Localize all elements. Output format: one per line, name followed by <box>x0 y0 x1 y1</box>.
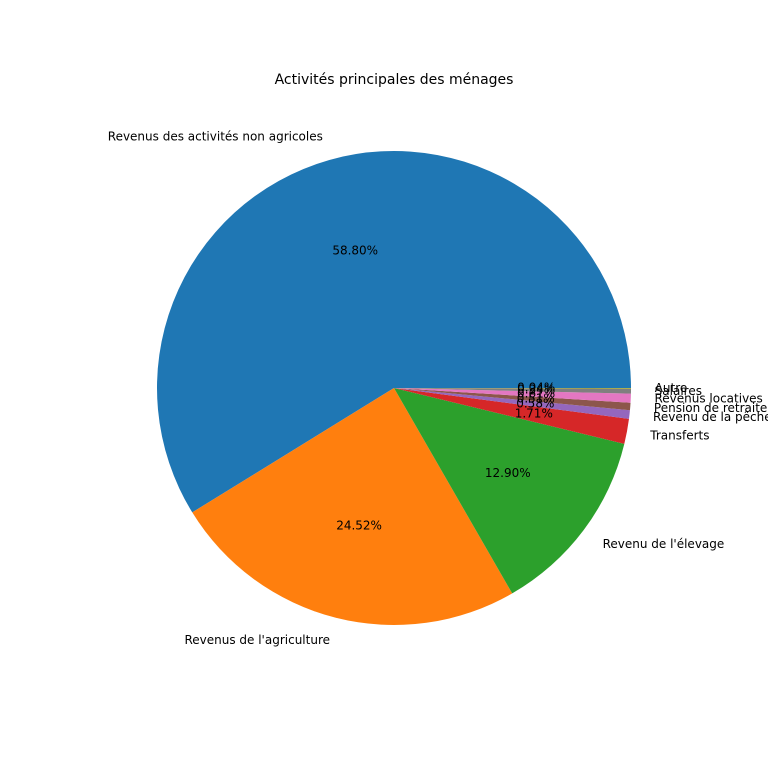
slice-percent-label-3: 1.71% <box>515 407 553 421</box>
pie-slice-5 <box>394 388 631 411</box>
pie-slice-3 <box>394 388 629 444</box>
slice-percent-label-7: 0.34% <box>517 382 555 396</box>
slice-category-label-0: Revenus des activités non agricoles <box>108 130 323 144</box>
pie-slice-7 <box>394 388 631 394</box>
slice-percent-label-1: 24.52% <box>336 518 382 532</box>
pie-slice-2 <box>394 388 625 594</box>
slice-category-label-5: Pension de retraite <box>654 401 767 415</box>
slice-category-label-7: Salaires <box>655 384 702 398</box>
pie-slice-0 <box>156 150 631 513</box>
pie-slice-4 <box>394 388 630 419</box>
slice-percent-label-5: 0.51% <box>517 392 555 406</box>
pie-slice-8 <box>394 388 631 389</box>
pie-slice-6 <box>394 388 631 403</box>
slice-percent-label-2: 12.90% <box>485 466 531 480</box>
slice-category-label-3: Transferts <box>649 428 709 442</box>
chart-title: Activités principales des ménages <box>275 72 514 88</box>
slice-category-label-2: Revenu de l'élevage <box>603 537 725 551</box>
slice-percent-label-8: 0.04% <box>517 381 555 395</box>
pie-slice-1 <box>192 388 513 625</box>
slice-percent-label-6: 0.61% <box>517 387 555 401</box>
slice-category-label-4: Revenu de la pêche <box>653 410 768 424</box>
pie-slices <box>156 150 631 625</box>
slice-category-label-6: Revenus locatives <box>654 392 762 406</box>
slice-percent-label-4: 0.58% <box>516 396 554 410</box>
slice-category-label-8: Autre <box>655 381 688 395</box>
pie-labels: Revenus des activités non agricoles 58.80… <box>108 130 768 648</box>
slice-percent-label-0: 58.80% <box>332 244 378 258</box>
slice-category-label-1: Revenus de l'agriculture <box>184 633 330 647</box>
